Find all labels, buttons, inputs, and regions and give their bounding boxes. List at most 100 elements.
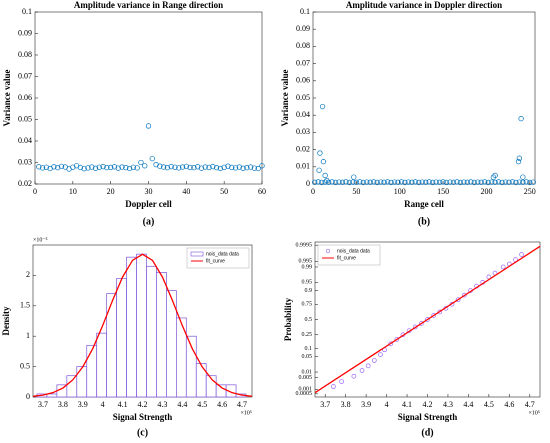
x-tick-label: 4.4 bbox=[177, 400, 187, 409]
x-tick-label: 3.9 bbox=[361, 400, 371, 409]
data-point bbox=[464, 179, 471, 185]
histogram-bar bbox=[195, 363, 207, 398]
data-point bbox=[331, 384, 336, 389]
y-tick-label: 0.95 bbox=[302, 280, 313, 286]
y-tick-label: 2 bbox=[26, 270, 30, 279]
data-point bbox=[213, 165, 220, 171]
x-tick-label: 4.4 bbox=[463, 400, 473, 409]
data-point bbox=[371, 358, 377, 363]
data-point bbox=[325, 179, 332, 185]
data-point bbox=[478, 179, 484, 185]
data-point bbox=[516, 179, 523, 185]
data-point bbox=[488, 179, 495, 185]
data-point bbox=[485, 179, 491, 186]
y-tick-label: 0.1 bbox=[22, 7, 32, 16]
data-point bbox=[142, 163, 148, 169]
data-point bbox=[500, 264, 506, 270]
data-point bbox=[412, 324, 418, 330]
data-point bbox=[138, 159, 144, 166]
data-point bbox=[315, 179, 321, 185]
data-point bbox=[457, 179, 464, 186]
data-point bbox=[119, 164, 125, 170]
data-point bbox=[461, 292, 467, 298]
data-point bbox=[447, 179, 453, 185]
data-point bbox=[423, 179, 429, 185]
x-tick-label: 3.9 bbox=[78, 400, 88, 409]
data-point bbox=[471, 179, 477, 186]
x-tick-label: 40 bbox=[182, 187, 190, 196]
y-tick-label: 0.005 bbox=[299, 375, 313, 381]
histogram-bar bbox=[66, 375, 78, 398]
x-tick-label: 4.1 bbox=[402, 400, 412, 409]
x-tick-label: 3.7 bbox=[38, 400, 48, 409]
legend-label: nois_data data bbox=[337, 248, 370, 254]
data-point bbox=[431, 313, 436, 318]
data-point bbox=[509, 179, 516, 185]
histogram-bar bbox=[86, 344, 98, 398]
x-tick-label: 3.8 bbox=[58, 400, 68, 409]
data-point bbox=[443, 179, 450, 186]
x-tick-label: 50 bbox=[220, 187, 228, 196]
y-tick-label: 0.08 bbox=[18, 50, 32, 59]
x-tick-label: 4.7 bbox=[525, 400, 535, 409]
x-axis-label: Range cell bbox=[404, 199, 444, 209]
data-point bbox=[523, 179, 529, 185]
legend-box bbox=[317, 244, 381, 266]
data-point bbox=[108, 164, 114, 171]
data-point bbox=[377, 179, 384, 185]
caption: (a) bbox=[143, 216, 155, 227]
data-point bbox=[461, 179, 467, 185]
data-point bbox=[164, 165, 171, 171]
data-point bbox=[58, 163, 65, 170]
data-point bbox=[96, 164, 102, 170]
histogram-bar bbox=[96, 332, 108, 398]
legend-label: fit_curve bbox=[206, 258, 225, 264]
data-point bbox=[85, 165, 91, 171]
y-tick-label: 0.99 bbox=[302, 264, 313, 270]
y-tick-label: 0.995 bbox=[299, 259, 313, 265]
legend-label: nois_data data bbox=[206, 251, 239, 257]
y-tick-label: 0.25 bbox=[302, 332, 313, 338]
y-axis-label: Probability bbox=[283, 297, 293, 341]
data-point bbox=[329, 179, 335, 185]
data-point bbox=[157, 163, 163, 169]
data-point bbox=[343, 179, 349, 185]
data-point bbox=[394, 336, 400, 342]
data-point bbox=[436, 179, 443, 185]
x-tick-label: 3.7 bbox=[320, 400, 330, 409]
y-tick-label: 0.08 bbox=[296, 41, 310, 50]
legend-label: fit_curve bbox=[337, 255, 356, 261]
data-point bbox=[251, 165, 258, 171]
data-point bbox=[516, 155, 523, 161]
y-tick-label: 0.05 bbox=[296, 93, 310, 102]
data-point bbox=[527, 179, 533, 186]
caption: (c) bbox=[137, 427, 148, 438]
chart-title: Amplitude variance in Doppler direction bbox=[346, 0, 502, 10]
x-tick-label: 60 bbox=[258, 187, 266, 196]
data-point bbox=[351, 373, 357, 379]
plot-area bbox=[312, 11, 536, 185]
data-point bbox=[502, 179, 509, 185]
data-point bbox=[430, 179, 436, 186]
fit-curve bbox=[32, 253, 253, 397]
data-point bbox=[247, 164, 254, 170]
data-point bbox=[513, 179, 519, 186]
data-point bbox=[92, 165, 99, 171]
data-point bbox=[145, 123, 152, 129]
data-point bbox=[134, 165, 140, 171]
data-point bbox=[515, 158, 522, 165]
data-point bbox=[217, 165, 224, 172]
data-point bbox=[126, 165, 133, 172]
data-point bbox=[388, 341, 394, 347]
legend-swatch bbox=[190, 251, 204, 257]
data-point bbox=[388, 179, 394, 186]
data-point bbox=[229, 164, 235, 171]
panel: Amplitude variance in Range direction Dop… bbox=[2, 0, 266, 227]
y-tick-label: 1 bbox=[26, 331, 30, 340]
data-point bbox=[202, 164, 208, 170]
data-point bbox=[36, 164, 42, 170]
y-tick-label: 0.06 bbox=[296, 76, 310, 85]
data-point bbox=[259, 163, 265, 169]
data-point bbox=[416, 179, 422, 186]
data-point bbox=[492, 172, 498, 179]
